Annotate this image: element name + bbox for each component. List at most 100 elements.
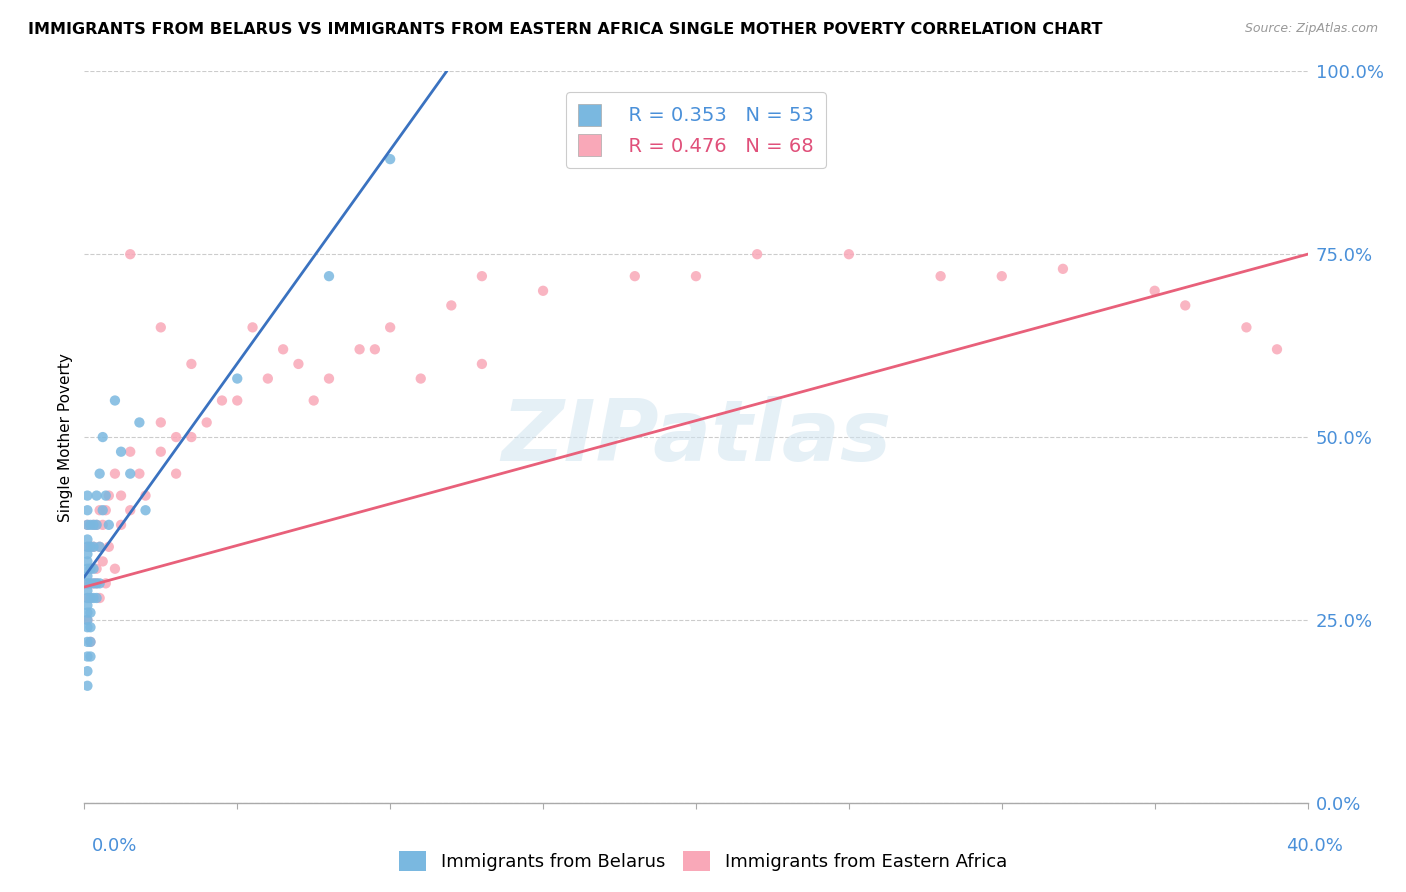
Point (94, 503, 117, 517)
Point (91, 517, 114, 532)
Point (110, 517, 132, 532)
Point (79, 540, 101, 554)
Point (76, 533, 98, 547)
Point (76, 569, 98, 583)
Point (364, 343, 387, 357)
Point (97, 540, 120, 554)
Point (76, 613, 98, 627)
Point (76, 591, 98, 605)
Point (211, 393, 233, 408)
Point (76, 576, 98, 591)
Point (83, 540, 105, 554)
Point (226, 371, 249, 385)
Point (409, 371, 432, 385)
Legend:   R = 0.353   N = 53,   R = 0.476   N = 68: R = 0.353 N = 53, R = 0.476 N = 68 (567, 92, 825, 168)
Point (76, 620, 98, 634)
Point (226, 393, 249, 408)
Point (76, 489, 98, 503)
Point (104, 467, 127, 481)
Point (149, 444, 172, 458)
Point (76, 547, 98, 561)
Point (89, 576, 111, 591)
Point (79, 540, 101, 554)
Point (83, 517, 105, 532)
Point (76, 517, 98, 532)
Point (287, 357, 309, 371)
Point (165, 467, 187, 481)
Point (76, 613, 98, 627)
Point (531, 284, 554, 298)
Point (83, 576, 105, 591)
Point (1052, 261, 1074, 276)
Point (76, 679, 98, 693)
Point (318, 371, 340, 385)
Point (76, 664, 98, 678)
Point (79, 649, 101, 664)
Point (149, 416, 172, 430)
Point (165, 430, 187, 444)
Point (120, 467, 142, 481)
Point (271, 343, 294, 357)
Point (180, 430, 202, 444)
Point (76, 591, 98, 605)
Point (83, 576, 105, 591)
Point (838, 247, 860, 261)
Point (110, 489, 132, 503)
Point (76, 606, 98, 620)
Point (349, 343, 371, 357)
Point (86, 576, 108, 591)
Point (76, 540, 98, 554)
Point (76, 599, 98, 613)
Point (79, 606, 101, 620)
Point (86, 517, 108, 532)
Point (83, 562, 105, 576)
Point (83, 540, 105, 554)
Text: 40.0%: 40.0% (1286, 837, 1343, 855)
Point (79, 620, 101, 634)
Point (76, 635, 98, 649)
Point (302, 393, 325, 408)
Point (76, 576, 98, 591)
Point (79, 591, 101, 605)
Point (135, 503, 157, 517)
Point (380, 152, 402, 166)
Point (380, 320, 402, 334)
Point (471, 357, 494, 371)
Point (79, 517, 101, 532)
Legend: Immigrants from Belarus, Immigrants from Eastern Africa: Immigrants from Belarus, Immigrants from… (392, 844, 1014, 879)
Point (1265, 343, 1288, 357)
Point (180, 357, 202, 371)
Point (79, 576, 101, 591)
Point (104, 562, 127, 576)
Point (76, 554, 98, 568)
Point (128, 416, 150, 430)
Point (110, 444, 132, 458)
Point (991, 269, 1014, 284)
Point (86, 576, 108, 591)
Point (120, 503, 142, 517)
Point (79, 562, 101, 576)
Point (195, 416, 218, 430)
Point (242, 320, 264, 334)
Point (76, 517, 98, 532)
Point (120, 247, 142, 261)
Point (91, 554, 114, 568)
Point (128, 467, 150, 481)
Point (76, 562, 98, 576)
Point (86, 517, 108, 532)
Point (89, 503, 111, 517)
Point (1236, 320, 1258, 334)
Point (471, 269, 494, 284)
Point (76, 503, 98, 517)
Point (83, 517, 105, 532)
Point (79, 635, 101, 649)
Point (440, 298, 463, 312)
Point (86, 489, 108, 503)
Point (120, 444, 142, 458)
Point (747, 247, 769, 261)
Point (86, 591, 108, 605)
Point (89, 467, 111, 481)
Point (83, 591, 105, 605)
Text: 0.0%: 0.0% (91, 837, 136, 855)
Point (149, 320, 172, 334)
